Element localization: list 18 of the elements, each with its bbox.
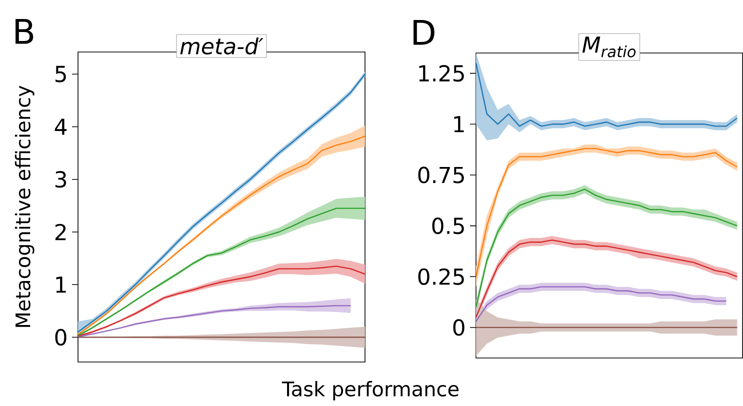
y-tick-label: 1.25: [419, 65, 464, 82]
chart-title: M$_{ratio}$: [582, 36, 636, 58]
text: D: [414, 20, 434, 45]
chart-title: meta-d′: [180, 37, 264, 55]
y-tick-label: 0: [453, 319, 464, 336]
y-tick-label: 0.75: [418, 166, 464, 184]
y-tick-label: 0.5: [432, 218, 464, 234]
y-axis-title: Metacognitive efficiency: [14, 86, 34, 327]
y-tick-label: 1: [56, 276, 66, 293]
y-tick-label: 0: [55, 328, 66, 346]
y-tick-label: 2: [55, 224, 66, 240]
x-axis-title: Task performance: [282, 381, 459, 400]
text: B: [16, 19, 34, 44]
y-tick-label: 5: [56, 66, 66, 82]
y-tick-label: 3: [55, 171, 66, 188]
y-tick-label: 4: [54, 118, 67, 135]
y-tick-label: 1: [454, 116, 464, 132]
y-tick-label: 0.25: [418, 268, 464, 285]
